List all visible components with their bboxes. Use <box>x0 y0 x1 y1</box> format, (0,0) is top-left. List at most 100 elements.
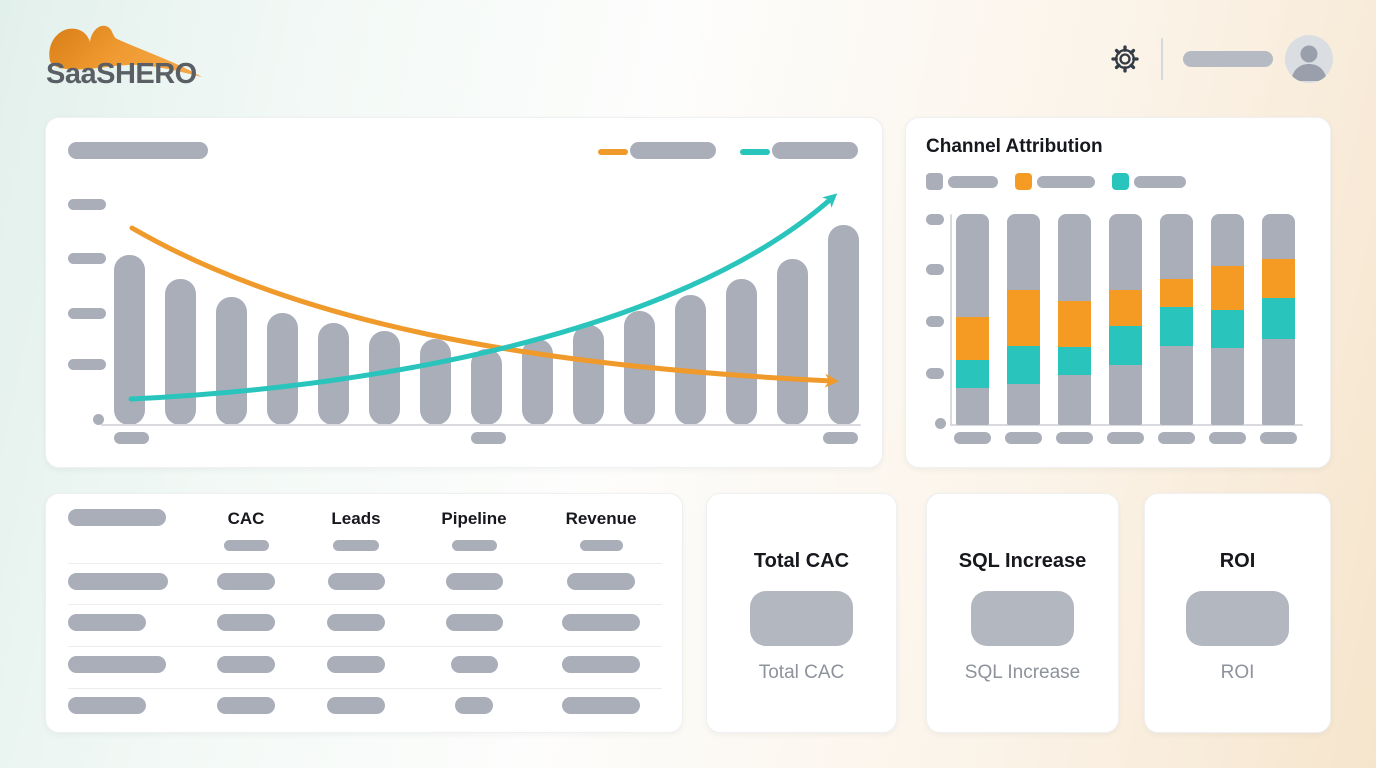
segment-bottom-gray <box>1211 347 1244 425</box>
row-value-cell <box>408 614 540 631</box>
legend-item-orange <box>1015 173 1095 190</box>
header-divider <box>1161 38 1163 80</box>
x-axis-tick-placeholder <box>114 432 149 444</box>
row-value-placeholder <box>217 614 275 631</box>
kpi-card-total-cac: Total CAC Total CAC <box>706 493 897 733</box>
trend-bar <box>114 255 145 425</box>
kpi-title: Total CAC <box>753 550 850 572</box>
kpi-title: SQL Increase <box>958 550 1087 572</box>
row-value-cell <box>408 656 540 673</box>
segment-orange <box>1211 266 1244 310</box>
legend-item-gray <box>926 173 998 190</box>
channel-chart-title: Channel Attribution <box>926 136 1103 157</box>
x-axis-tick-placeholder <box>1260 432 1297 444</box>
segment-teal <box>956 359 989 388</box>
x-axis-line <box>101 424 861 426</box>
legend-label-placeholder <box>772 142 858 159</box>
column-header-cac: CAC <box>227 509 265 528</box>
row-value-placeholder <box>327 573 385 590</box>
stacked-bar-series <box>956 214 1296 425</box>
bar-series <box>114 225 860 425</box>
row-label-cell <box>68 697 188 714</box>
table-row <box>68 656 662 673</box>
table-row <box>68 573 662 590</box>
segment-bottom-gray <box>956 387 989 425</box>
row-value-placeholder <box>445 614 503 631</box>
channel-attribution-card: Channel Attribution <box>905 117 1331 468</box>
legend-label-placeholder <box>630 142 716 159</box>
column-header-pipeline: Pipeline <box>441 509 507 528</box>
trend-bar <box>777 259 808 425</box>
kpi-value-placeholder <box>750 591 853 646</box>
segment-bottom-gray <box>1058 374 1091 425</box>
segment-orange <box>1058 301 1091 347</box>
y-axis-tick-placeholder <box>926 214 944 225</box>
y-axis-tick-placeholder <box>68 359 106 370</box>
x-axis-tick-placeholder <box>1056 432 1093 444</box>
subheader-spacer <box>68 540 188 551</box>
subheader-pill-placeholder <box>223 540 269 551</box>
stacked-bar <box>1058 214 1091 425</box>
row-label-placeholder <box>68 697 146 714</box>
row-label-placeholder <box>68 614 146 631</box>
user-avatar-icon[interactable] <box>1285 35 1333 83</box>
kpi-label: ROI <box>1220 662 1255 683</box>
brand-logo: SaaSHERO <box>40 14 250 94</box>
row-value-placeholder <box>217 573 275 590</box>
trend-bar <box>369 331 400 425</box>
stacked-bar <box>1160 214 1193 425</box>
row-value-cell <box>304 614 408 631</box>
logo-swoosh-icon <box>49 25 203 77</box>
x-axis-tick-placeholder <box>823 432 858 444</box>
channel-metrics-table: CAC Leads Pipeline Revenue <box>45 493 683 733</box>
subheader-cell <box>540 540 662 551</box>
row-value-cell <box>540 573 662 590</box>
settings-gear-icon[interactable] <box>1110 44 1140 74</box>
row-value-cell <box>188 573 304 590</box>
trend-bar <box>216 297 247 425</box>
segment-orange <box>1007 290 1040 346</box>
segment-orange <box>1262 259 1295 299</box>
y-axis-tick-placeholder <box>926 316 944 327</box>
x-axis-tick-placeholder <box>471 432 506 444</box>
segment-bottom-gray <box>1262 339 1295 425</box>
x-axis-tick-placeholder <box>954 432 991 444</box>
trend-bar <box>675 295 706 425</box>
subheader-cell <box>408 540 540 551</box>
kpi-value-placeholder <box>971 591 1074 646</box>
segment-top-gray <box>1109 214 1142 291</box>
stacked-bar <box>1211 214 1244 425</box>
row-value-placeholder <box>562 697 640 714</box>
row-value-placeholder <box>567 573 635 590</box>
row-value-cell <box>540 697 662 714</box>
row-value-placeholder <box>327 656 385 673</box>
y-axis-tick-placeholder <box>926 264 944 275</box>
segment-top-gray <box>1058 214 1091 302</box>
segment-teal <box>1160 307 1193 346</box>
row-value-placeholder <box>217 656 275 673</box>
subheader-pill-placeholder <box>579 540 623 551</box>
legend-label-placeholder <box>1037 175 1095 188</box>
y-axis-origin-dot <box>935 418 946 429</box>
row-value-cell <box>304 697 408 714</box>
legend-teal-swatch <box>1112 173 1129 190</box>
x-axis-tick-placeholder <box>1209 432 1246 444</box>
y-axis-line <box>950 214 952 426</box>
stacked-bar <box>1109 214 1142 425</box>
y-axis-tick-placeholder <box>68 253 106 264</box>
segment-orange <box>956 316 989 360</box>
row-value-cell <box>540 614 662 631</box>
trend-bar <box>318 323 349 425</box>
segment-top-gray <box>1262 214 1295 260</box>
kpi-value-placeholder <box>1186 591 1289 646</box>
row-value-placeholder <box>450 656 498 673</box>
row-value-placeholder <box>562 656 640 673</box>
segment-top-gray <box>1007 214 1040 291</box>
x-axis-tick-placeholder <box>1005 432 1042 444</box>
row-divider <box>68 688 662 689</box>
row-value-cell <box>188 656 304 673</box>
segment-teal <box>1211 309 1244 348</box>
table-header-row: CAC Leads Pipeline Revenue <box>68 509 662 529</box>
y-axis-tick-placeholder <box>926 368 944 379</box>
performance-trend-card <box>45 117 883 468</box>
